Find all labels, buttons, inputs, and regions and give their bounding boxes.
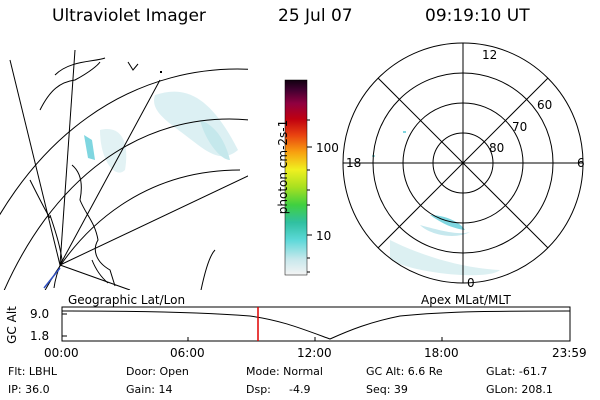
dsp-label: Dsp: bbox=[246, 383, 271, 396]
map-latitude-line bbox=[0, 68, 248, 216]
gc-alt-info: GC Alt: 6.6 Re bbox=[366, 365, 443, 378]
glat-info: GLat: -61.7 bbox=[486, 365, 548, 378]
map-coastline bbox=[29, 179, 51, 219]
colorbar-tick-10: 10 bbox=[316, 229, 332, 243]
timeline-xtick-1800: 18:00 bbox=[424, 346, 459, 360]
filter-info: Flt: LBHL bbox=[8, 365, 57, 378]
lat-label-60: 60 bbox=[537, 98, 553, 112]
timeline-xtick-0000: 00:00 bbox=[44, 346, 79, 360]
map-longitude-line bbox=[59, 264, 131, 290]
lat-label-80: 80 bbox=[489, 141, 505, 155]
mlt-label-18: 18 bbox=[346, 156, 362, 170]
timeline-xtick-1200: 12:00 bbox=[297, 346, 332, 360]
dsp-value: -4.9 bbox=[289, 383, 311, 396]
map-latitude-line bbox=[3, 118, 248, 290]
colorbar-tick-100: 100 bbox=[316, 141, 339, 155]
date-label: 25 Jul 07 bbox=[278, 6, 353, 26]
map-coastline bbox=[91, 259, 109, 284]
gain-info: Gain: 14 bbox=[126, 383, 173, 396]
map-coastline bbox=[71, 164, 116, 287]
mode-info: Mode: Normal bbox=[246, 365, 323, 378]
map-coastline bbox=[127, 61, 139, 71]
map-coastline bbox=[39, 57, 106, 111]
mlt-label-6: 6 bbox=[577, 156, 585, 170]
colorbar-ticks bbox=[307, 119, 312, 273]
timeline-left-label: Geographic Lat/Lon bbox=[68, 293, 186, 307]
timeline-ytick-9: 9.0 bbox=[30, 307, 50, 321]
map-longitude-line bbox=[59, 175, 248, 266]
sequence-info: Seq: 39 bbox=[366, 383, 408, 396]
colorbar-unit-label: photon cm-2s-1 bbox=[276, 119, 290, 215]
polar-plot bbox=[342, 42, 584, 284]
timeline-xtick-2359: 23:59 bbox=[552, 346, 587, 360]
instrument-title: Ultraviolet Imager bbox=[52, 6, 206, 26]
timeline-xtick-0600: 06:00 bbox=[170, 346, 205, 360]
map-longitude-line bbox=[59, 50, 76, 266]
aurora-oval-emission bbox=[430, 215, 465, 230]
mlt-label-0: 0 bbox=[467, 276, 475, 290]
time-label: 09:19:10 UT bbox=[425, 6, 530, 26]
lat-label-70: 70 bbox=[512, 120, 528, 134]
ip-info: IP: 36.0 bbox=[8, 383, 50, 396]
timeline-yaxis-label: GC Alt bbox=[4, 306, 19, 344]
mlt-label-12: 12 bbox=[482, 48, 498, 62]
map-coastline bbox=[49, 214, 63, 289]
altitude-timeline bbox=[61, 306, 571, 342]
map-latitude-line bbox=[200, 249, 216, 290]
timeline-ytick-1-8: 1.8 bbox=[30, 329, 50, 343]
map-longitude-line bbox=[9, 59, 61, 266]
geographic-map-panel bbox=[0, 50, 248, 290]
timeline-right-label: Apex MLat/MLT bbox=[421, 293, 511, 307]
glon-info: GLon: 208.1 bbox=[486, 383, 553, 396]
map-longitude-line bbox=[59, 79, 161, 266]
map-path-segment bbox=[43, 267, 61, 289]
altitude-curve bbox=[62, 310, 571, 340]
colorbar bbox=[284, 79, 308, 276]
door-info: Door: Open bbox=[126, 365, 189, 378]
